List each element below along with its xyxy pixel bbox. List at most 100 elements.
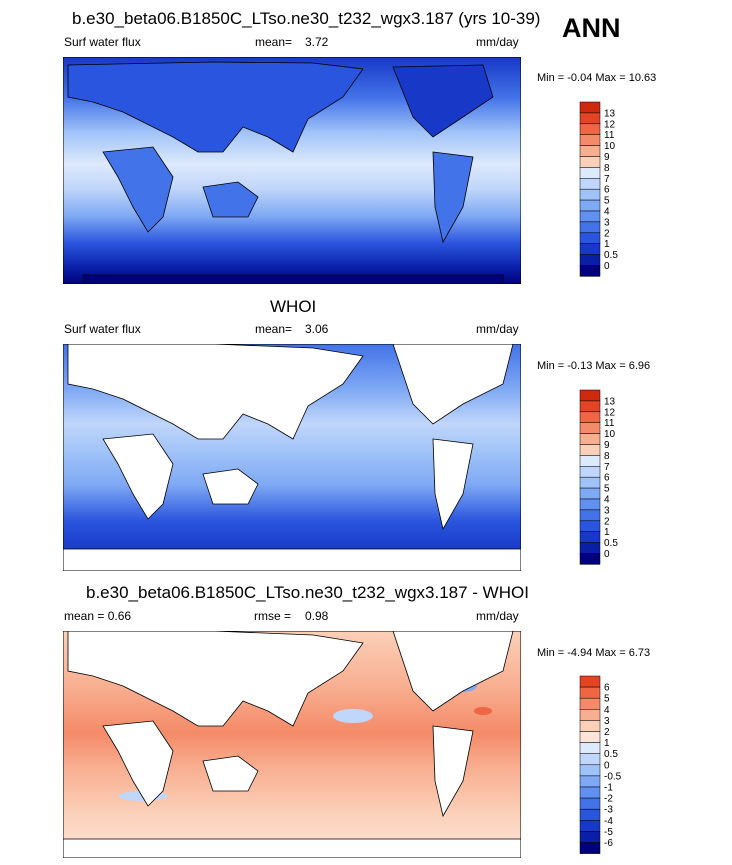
panel1-colorbar-swatch [579,167,601,179]
panel3-colorbar-swatch [579,697,601,710]
panel3-colorbar-swatch [579,742,601,754]
panel2-colorbar-swatch [579,400,601,413]
panel1-colorbar-swatch [579,145,601,157]
panel2-colorbar-tick-label: 8 [604,451,610,462]
panel3-rmse-label: rmse = [254,609,292,623]
panel3-units: mm/day [476,609,519,623]
panel3-colorbar-tick-label: -5 [604,827,613,838]
panel1-colorbar-swatch [579,254,601,266]
panel2-colorbar-tick-label: 10 [604,429,616,440]
panel2-colorbar-swatch [579,466,601,478]
panel2-colorbar-swatch [579,411,601,423]
panel2-colorbar-swatches [579,389,601,565]
panel3-colorbar-swatch [579,842,601,854]
panel3-colorbar-swatch [579,709,601,721]
panel2-colorbar-swatch [579,389,601,402]
panel1-colorbar-swatch [579,232,601,244]
panel1-colorbar-swatch [579,210,601,223]
panel2-colorbar-tick-label: 12 [604,407,616,418]
panel3-map [63,631,521,858]
panel1-colorbar-swatch [579,243,601,255]
panel1-colorbar-swatch [579,156,601,168]
panel3-colorbar-swatches [579,675,601,854]
panel3-colorbar-tick-label: 1 [604,738,610,749]
panel2-mean-label: mean= [255,322,293,336]
panel1-colorbar-tick-label: 3 [604,217,610,228]
panel1-colorbar-swatch [579,188,601,201]
panel2-colorbar-swatch [579,498,601,511]
panel3-colorbar-swatch [579,720,601,732]
panel2-title: WHOI [270,297,317,316]
panel2-mean-value: 3.06 [305,322,329,336]
panel2-colorbar-tick-label: 0.5 [604,538,618,549]
panel2-colorbar-tick-label: 6 [604,473,610,484]
panel2-colorbar-tick-label: 13 [604,396,616,407]
panel2-colorbar-swatch [579,455,601,467]
panel1-colorbar-tick-label: 13 [604,108,616,119]
panel3-colorbar-tick-label: -1 [604,783,613,794]
panel1-colorbar-swatch [579,178,601,190]
panel3-rmse-value: 0.98 [305,609,329,623]
panel3-title: b.e30_beta06.B1850C_LTso.ne30_t232_wgx3.… [86,583,529,602]
panel1-colorbar-swatch [579,221,601,234]
panel3-colorbar-swatch [579,675,601,688]
panel1-colorbar-swatch [579,101,601,114]
panel2-minmax: Min = -0.13 Max = 6.96 [537,360,651,372]
panel1-colorbar-tick-label: 4 [604,207,610,218]
panel2-units: mm/day [476,322,519,336]
panel1-land [67,61,504,284]
panel1-colorbar-swatch [579,199,601,212]
panel3-colorbar-swatch [579,686,601,699]
panel3-colorbar-tick-label: 2 [604,727,610,738]
panel1-map [63,57,521,284]
panel2-colorbar-swatch [579,444,601,456]
panel3-colorbar-swatch [579,797,601,810]
panel1-colorbar-tick-label: 2 [604,228,610,239]
panel2-colorbar-swatch [579,422,601,434]
panel1-colorbar-tick-label: 6 [604,185,610,196]
panel1-title: b.e30_beta06.B1850C_LTso.ne30_t232_wgx3.… [72,9,541,28]
panel1-colorbar-tick-label: 8 [604,163,610,174]
panel2-land [63,344,521,571]
panel1-colorbar-tick-label: 10 [604,141,616,152]
panel3-land [63,631,521,858]
panel2-colorbar-tick-label: 3 [604,505,610,516]
panel1-colorbar-swatch [579,265,601,277]
panel2-colorbar-swatch [579,520,601,532]
panel3-colorbar-swatch [579,775,601,788]
panel2-colorbar-tick-label: 5 [604,484,610,495]
panel3-colorbar-swatch [579,764,601,777]
panel2-colorbar-swatch [579,487,601,500]
panel2-colorbar-tick-label: 7 [604,462,610,473]
panel3-colorbar-swatch [579,820,601,832]
panel3-colorbar-tick-label: 5 [604,694,610,705]
panel3-colorbar-tick-label: 4 [604,705,610,716]
season-label: ANN [562,13,621,43]
panel3-colorbar-tick-label: -4 [604,816,613,827]
panel2-colorbar-tick-label: 4 [604,495,610,506]
panel1-colorbar-tick-label: 1 [604,239,610,250]
panel2-colorbar-swatch [579,433,601,445]
panel2-colorbar-tick-label: 9 [604,440,610,451]
panel2-colorbar-tick-label: 1 [604,527,610,538]
panel1-colorbar-tick-label: 9 [604,152,610,163]
panel1-colorbar-tick-label: 7 [604,174,610,185]
panel2-colorbar-tick-label: 2 [604,516,610,527]
panel3-colorbar-swatch [579,808,601,821]
panel2-colorbar-swatch [579,476,601,489]
panel1-colorbar-tick-label: 0.5 [604,250,618,261]
panel3-colorbar-swatch [579,753,601,766]
panel2-colorbar-swatch [579,553,601,565]
panel2-map [63,344,521,571]
panel1-colorbar-swatch [579,123,601,135]
panel1-mean-label: mean= [255,35,293,49]
panel3-colorbar-swatch [579,731,601,743]
panel3-mean-stat: mean = 0.66 [64,609,132,623]
panel2-colorbar-swatch [579,531,601,543]
panel1-colorbar-swatches [579,101,601,277]
panel1-colorbar-tick-label: 5 [604,196,610,207]
panel3-colorbar-tick-label: -6 [604,838,613,849]
